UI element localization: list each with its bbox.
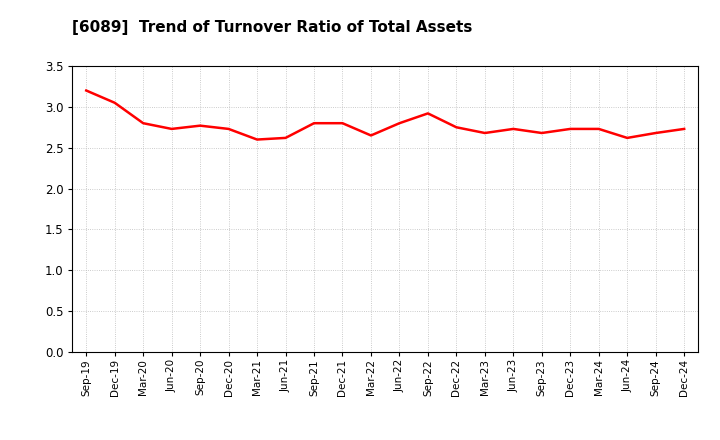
Text: [6089]  Trend of Turnover Ratio of Total Assets: [6089] Trend of Turnover Ratio of Total …	[72, 20, 472, 35]
